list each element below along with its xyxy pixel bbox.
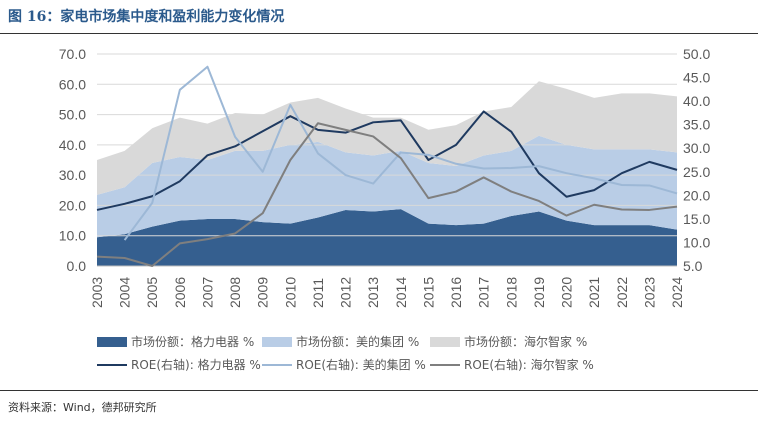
x-tick-label: 2013 (365, 277, 381, 308)
area-series-3 (97, 81, 677, 195)
x-tick-label: 2008 (227, 277, 243, 308)
x-tick-label: 2021 (586, 277, 602, 308)
x-tick-label: 2009 (255, 277, 271, 308)
x-tick-label: 2024 (669, 277, 685, 308)
legend-label: ROE(右轴): 海尔智家 % (464, 358, 594, 372)
legend-item-haier-roe: ROE(右轴): 海尔智家 % (430, 356, 594, 373)
right-tick-label: 10.0 (683, 234, 710, 250)
legend-item-gree-share: 市场份额：格力电器 % (97, 333, 254, 350)
left-tick-label: 40.0 (59, 137, 86, 153)
right-tick-label: 40.0 (683, 93, 710, 109)
x-tick-label: 2019 (531, 277, 547, 308)
legend-item-gree-roe: ROE(右轴): 格力电器 % (97, 356, 261, 373)
right-tick-label: 15.0 (683, 211, 710, 227)
x-tick-label: 2016 (448, 277, 464, 308)
top-divider (0, 33, 758, 34)
source-note: 资料来源：Wind，德邦研究所 (8, 401, 157, 414)
x-tick-label: 2011 (310, 278, 326, 308)
legend-item-midea-share: 市场份额：美的集团 % (262, 333, 419, 350)
figure-title: 图 16：家电市场集中度和盈利能力变化情况 (8, 9, 285, 25)
left-tick-label: 10.0 (59, 228, 86, 244)
left-tick-label: 0.0 (67, 258, 87, 274)
legend-item-haier-share: 市场份额：海尔智家 % (430, 333, 587, 350)
left-tick-label: 50.0 (59, 107, 86, 123)
bottom-divider (0, 390, 758, 391)
right-tick-label: 25.0 (683, 164, 710, 180)
right-tick-label: 5.0 (683, 258, 703, 274)
legend-line (262, 363, 292, 366)
legend-label: ROE(右轴): 美的集团 % (296, 358, 426, 372)
right-tick-label: 50.0 (683, 46, 710, 62)
legend-swatch (262, 336, 292, 347)
x-tick-label: 2022 (614, 277, 630, 308)
roe-line-2 (123, 65, 678, 241)
x-tick-label: 2006 (172, 277, 188, 308)
x-tick-label: 2003 (89, 277, 105, 308)
x-tick-label: 2017 (476, 277, 492, 308)
legend-label: 市场份额：美的集团 % (296, 335, 420, 349)
x-tick-label: 2012 (338, 277, 354, 308)
legend-swatch (430, 336, 460, 347)
right-tick-label: 30.0 (683, 140, 710, 156)
x-tick-label: 2010 (282, 277, 298, 308)
legend-label: ROE(右轴): 格力电器 % (131, 358, 261, 372)
legend-line (430, 363, 460, 366)
legend-line (97, 363, 127, 366)
left-tick-label: 30.0 (59, 167, 86, 183)
x-tick-label: 2018 (503, 277, 519, 308)
roe-line-1 (96, 110, 678, 211)
x-tick-label: 2005 (144, 277, 160, 308)
right-tick-label: 20.0 (683, 187, 710, 203)
legend-item-midea-roe: ROE(右轴): 美的集团 % (262, 356, 426, 373)
left-tick-label: 20.0 (59, 197, 86, 213)
x-tick-label: 2014 (393, 277, 409, 308)
x-tick-label: 2007 (199, 277, 215, 308)
right-tick-label: 45.0 (683, 70, 710, 86)
roe-line-3 (96, 122, 678, 267)
x-tick-label: 2023 (641, 277, 657, 308)
left-tick-label: 70.0 (59, 46, 86, 62)
area-series-1 (97, 209, 677, 266)
legend-swatch (97, 336, 127, 347)
right-tick-label: 35.0 (683, 117, 710, 133)
x-tick-label: 2020 (559, 277, 575, 308)
x-tick-label: 2004 (117, 277, 133, 308)
x-tick-label: 2015 (420, 277, 436, 308)
legend-label: 市场份额：格力电器 % (131, 335, 255, 349)
left-tick-label: 60.0 (59, 76, 86, 92)
legend-label: 市场份额：海尔智家 % (464, 335, 588, 349)
